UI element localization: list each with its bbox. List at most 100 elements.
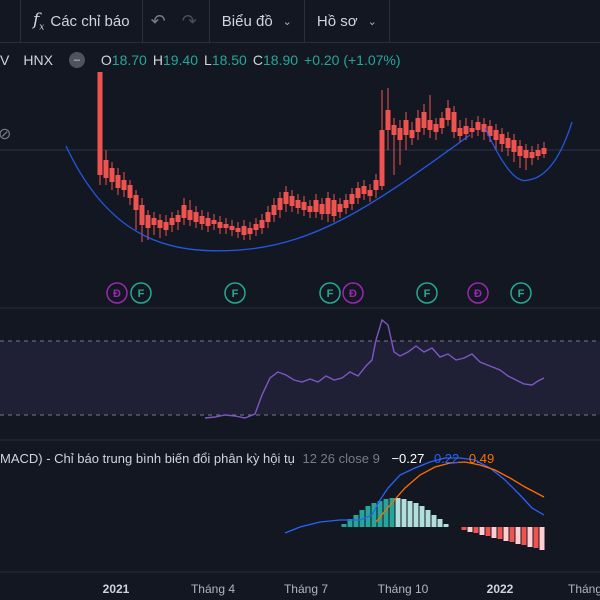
candle-body [271,205,277,215]
event-marker-letter: F [518,288,525,300]
candle-body [469,128,475,132]
macd-signal-value: 0.49 [468,451,495,466]
candle-body [187,210,193,220]
toolbar-divider [303,0,305,42]
candle-body [235,228,241,232]
candle-body [355,188,361,198]
more-options-icon[interactable]: – [68,52,85,68]
candle-body [499,134,505,144]
cup-curve [65,134,471,252]
candle-body [217,222,223,228]
candle-body [373,180,379,190]
function-icon: fx [33,9,45,33]
candle-body [223,224,229,228]
candle-body [205,218,211,226]
macd-legend[interactable]: MACD) - Chỉ báo trung bình biến đổi phân… [0,451,494,466]
exchange-label: HNX [23,52,53,68]
toolbar-divider [141,0,143,42]
macd-histogram-bar [437,519,443,527]
candle-body [139,205,145,225]
candle-body [175,215,181,222]
event-marker: F [224,282,246,304]
candle-body [433,124,439,132]
macd-line [284,457,545,534]
event-marker-ring [510,282,532,304]
candle-body [295,200,301,208]
handle-curve [484,121,573,182]
indicators-button[interactable]: fx Các chỉ báo [21,0,142,42]
high-value: 19.40 [162,52,199,68]
candle-body [451,112,457,132]
event-marker: Đ [106,282,128,304]
undo-icon[interactable]: ↶ [150,10,166,31]
macd-histogram-bar [407,501,413,527]
macd-name: MACD) - Chỉ báo trung bình biến đổi phân… [0,451,295,466]
charts-button[interactable]: Biểu đồ ⌄ [210,0,304,42]
candle-body [307,206,313,212]
candle-body [481,124,487,132]
event-marker-ring [130,282,152,304]
candle-body [343,200,349,208]
candle-body [511,140,517,152]
candle-body [421,112,427,128]
candle-body [229,226,235,230]
event-marker-letter: Đ [113,288,121,300]
macd-histogram-bar [353,515,359,527]
macd-histogram-bar [479,527,485,535]
event-marker-letter: Đ [474,288,482,300]
symbol-prefix[interactable]: V [0,52,10,68]
candle-body [289,196,295,206]
event-marker: F [510,282,532,304]
macd-histogram-bar [371,503,377,527]
candle-body [247,228,253,234]
candle-body [259,220,265,228]
candle-body [319,204,325,214]
high-label: H [152,52,163,68]
macd-params: 12 26 close 9 [302,451,380,466]
candle-body [313,200,319,212]
candle-body [475,122,481,130]
candle-body [325,198,331,214]
candle-body [403,120,409,135]
toolbar-divider [208,0,210,42]
candle-body [505,138,511,148]
event-marker: F [130,282,152,304]
x-axis-label: Tháng 10 [377,582,429,596]
candle-body [145,215,151,228]
close-label: C [252,52,263,68]
event-marker-ring [467,282,489,304]
candle-body [523,150,529,158]
low-value: 18.50 [211,52,247,68]
change-value: +0.20 (+1.07%) [304,52,401,68]
event-marker-ring [319,282,341,304]
event-marker: Đ [342,282,364,304]
macd-histogram-bar [515,527,521,544]
macd-histogram-bar [497,527,503,539]
macd-histogram-bar [473,527,479,533]
candle-body [361,186,367,194]
candle-body [277,198,283,210]
candle-body [517,146,523,156]
profile-button[interactable]: Hồ sơ ⌄ [305,0,389,42]
redo-icon[interactable]: ↷ [181,10,197,31]
open-value: 18.70 [111,52,147,68]
candle-body [193,212,199,222]
event-marker-letter: F [424,288,431,300]
x-axis-label: 2022 [486,582,514,596]
candles-group [97,72,547,242]
macd-histogram-bar [533,527,539,548]
candle-body [301,202,307,210]
eye-hidden-icon[interactable]: ⊘ [0,126,12,143]
candle-body [169,218,175,225]
toolbar-divider [20,0,21,42]
macd-histogram-bar [383,499,389,527]
event-marker-letter: F [232,288,239,300]
event-marker-ring [416,282,438,304]
price-legend: V HNX – O 18.70 H 19.40 L 18.50 C 18.90 +0.2… [0,50,401,70]
candle-body [241,226,247,235]
macd-histogram-bar [503,527,509,541]
macd-histogram-bar [485,527,491,536]
event-marker: F [319,282,341,304]
